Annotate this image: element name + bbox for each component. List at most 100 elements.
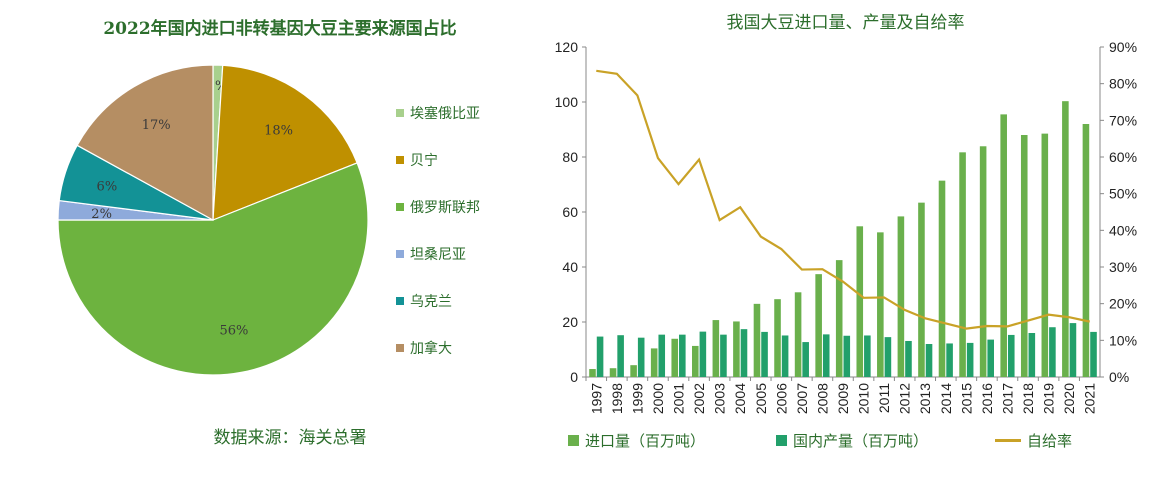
- import-bar: [1000, 114, 1007, 377]
- y2-tick-label: 40%: [1109, 222, 1137, 238]
- import-bar: [774, 299, 781, 377]
- x-tick-label: 1997: [588, 383, 604, 414]
- legend-swatch: [396, 203, 404, 211]
- legend-label: 埃塞俄比亚: [410, 106, 480, 122]
- y-tick-label: 0: [570, 369, 578, 385]
- import-bar: [712, 320, 720, 377]
- import-bar: [692, 345, 699, 377]
- legend-swatch: [396, 297, 404, 305]
- x-tick-label: 2018: [1020, 383, 1036, 414]
- x-tick-label: 2016: [979, 383, 995, 414]
- pie-slice-label: 17%: [142, 118, 171, 133]
- import-bar: [877, 232, 884, 377]
- y2-tick-label: 80%: [1109, 76, 1137, 92]
- pie-slice: [57, 162, 369, 376]
- import-bar: [630, 365, 637, 377]
- import-bar: [1082, 124, 1090, 377]
- legend-label: 自给率: [1027, 431, 1073, 450]
- y2-tick-label: 20%: [1109, 296, 1137, 312]
- bar-line-chart: 0 20 40 60 80 100 120 0% 10% 20% 30% 40% 50% 60% 70% 80…: [555, 39, 1137, 414]
- production-bar: [658, 334, 666, 377]
- import-bar: [959, 152, 966, 377]
- bar-legend-item: 进口量（百万吨）: [568, 430, 705, 450]
- x-tick-label: 2003: [712, 383, 728, 414]
- self-sufficiency-line: [596, 69, 1090, 330]
- y-tick-label: 100: [555, 94, 579, 110]
- x-tick-label: 2000: [650, 383, 666, 414]
- production-bar: [966, 342, 974, 377]
- x-tick-label: 2013: [917, 383, 933, 414]
- bar-line-panel: 我国大豆进口量、产量及自给率 0 20 40 60 80 100 120 0% 10% 20% 30…: [540, 0, 1151, 485]
- data-source-note: 数据来源：海关总署: [213, 428, 367, 448]
- production-bar: [720, 334, 727, 377]
- legend-label: 乌克兰: [410, 294, 452, 310]
- legend-swatch: [995, 438, 1021, 442]
- pie-panel: 2022年国内进口非转基因大豆主要来源国占比 1% 18% 56% 2% 6% 17% 埃…: [0, 0, 540, 485]
- x-tick-label: 2012: [897, 383, 913, 414]
- x-tick-label: 2001: [671, 383, 687, 414]
- import-bar: [733, 321, 740, 377]
- y2-tick-label: 30%: [1109, 259, 1137, 275]
- x-tick-label: 2019: [1041, 383, 1057, 414]
- x-tick-label: 1999: [629, 383, 645, 414]
- pie-legend-item: 埃塞俄比亚: [396, 104, 480, 122]
- legend-label: 坦桑尼亚: [410, 247, 466, 263]
- production-bar: [679, 334, 686, 377]
- x-tick-label: 2014: [938, 383, 954, 414]
- import-bar: [1041, 133, 1049, 377]
- y2-tick-label: 0%: [1109, 369, 1129, 385]
- x-tick-label: 2021: [1082, 383, 1098, 414]
- import-bar: [589, 369, 596, 377]
- y-tick-label: 60: [562, 204, 578, 220]
- pie-legend-item: 贝宁: [396, 151, 438, 169]
- production-bar: [905, 340, 912, 377]
- bar-legend-item: 自给率: [995, 430, 1072, 450]
- legend-label: 国内产量（百万吨）: [793, 431, 929, 450]
- production-bar: [864, 335, 871, 377]
- import-bar: [609, 368, 617, 377]
- x-tick-label: 2006: [773, 383, 789, 414]
- pie-slice-label: 2%: [91, 207, 112, 222]
- pie-chart: 1%18%56%2%6%17%: [57, 64, 369, 376]
- import-bar: [897, 216, 905, 377]
- import-bar: [794, 292, 802, 377]
- production-bar: [884, 337, 892, 377]
- legend-swatch: [568, 434, 579, 446]
- import-bar: [1020, 135, 1028, 377]
- production-bar: [761, 331, 768, 377]
- production-bar: [1069, 323, 1077, 377]
- x-tick-label: 2007: [794, 383, 810, 414]
- pie-legend-item: 俄罗斯联邦: [396, 198, 480, 216]
- pie-slice: [76, 64, 214, 222]
- legend-swatch: [396, 109, 404, 117]
- x-tick-label: 2010: [856, 383, 872, 414]
- y-tick-label: 120: [555, 39, 579, 55]
- production-bar: [781, 335, 789, 377]
- x-tick-label: 2005: [753, 383, 769, 414]
- x-tick-label: 2017: [999, 383, 1015, 414]
- x-tick-label: 2008: [814, 383, 830, 414]
- production-bar: [1049, 327, 1056, 377]
- bar-legend-item: 国内产量（百万吨）: [776, 430, 928, 450]
- production-bar: [822, 334, 830, 377]
- x-tick-label: 2002: [691, 383, 707, 414]
- production-bar: [843, 335, 851, 377]
- production-bar: [946, 343, 953, 377]
- import-bar: [856, 226, 864, 377]
- x-tick-label: 1998: [609, 383, 625, 414]
- import-bar: [753, 303, 761, 377]
- legend-swatch: [396, 250, 404, 258]
- production-bar: [740, 329, 748, 377]
- y-tick-label: 40: [562, 259, 578, 275]
- legend-label: 俄罗斯联邦: [410, 200, 480, 216]
- y2-tick-label: 10%: [1109, 332, 1137, 348]
- import-bar: [918, 202, 925, 377]
- import-bar: [938, 180, 946, 377]
- legend-label: 加拿大: [410, 341, 452, 357]
- y2-tick-label: 90%: [1109, 39, 1137, 55]
- x-tick-label: 2020: [1061, 383, 1077, 414]
- y2-tick-label: 70%: [1109, 112, 1137, 128]
- pie-legend-item: 乌克兰: [396, 292, 452, 310]
- production-bar: [699, 331, 707, 377]
- y2-tick-label: 60%: [1109, 149, 1137, 165]
